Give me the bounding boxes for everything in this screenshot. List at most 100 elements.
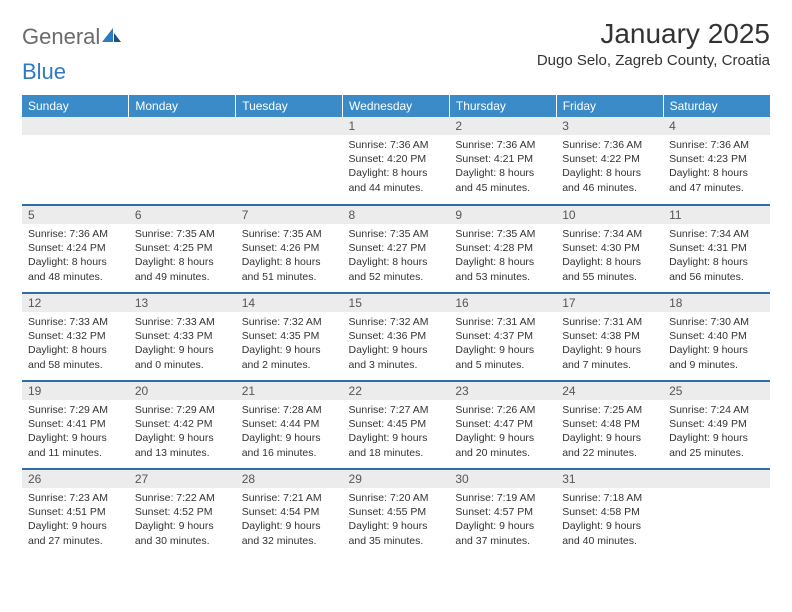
day-number xyxy=(129,117,236,135)
day-number xyxy=(22,117,129,135)
day-detail-line: Sunrise: 7:33 AM xyxy=(135,315,230,329)
calendar-table: SundayMondayTuesdayWednesdayThursdayFrid… xyxy=(22,95,770,557)
day-detail-line: and 5 minutes. xyxy=(455,358,550,372)
day-details: Sunrise: 7:25 AMSunset: 4:48 PMDaylight:… xyxy=(556,400,663,464)
day-details: Sunrise: 7:36 AMSunset: 4:24 PMDaylight:… xyxy=(22,224,129,288)
day-detail-line: Sunrise: 7:34 AM xyxy=(669,227,764,241)
calendar-day: 5Sunrise: 7:36 AMSunset: 4:24 PMDaylight… xyxy=(22,205,129,293)
day-detail-line: Daylight: 8 hours xyxy=(562,255,657,269)
day-detail-line: Daylight: 9 hours xyxy=(669,431,764,445)
day-detail-line: Sunset: 4:21 PM xyxy=(455,152,550,166)
day-detail-line: Sunrise: 7:18 AM xyxy=(562,491,657,505)
day-detail-line: Daylight: 9 hours xyxy=(242,343,337,357)
day-header: Thursday xyxy=(449,95,556,117)
day-detail-line: Sunset: 4:26 PM xyxy=(242,241,337,255)
calendar-day: 19Sunrise: 7:29 AMSunset: 4:41 PMDayligh… xyxy=(22,381,129,469)
day-number: 29 xyxy=(343,470,450,488)
day-number: 25 xyxy=(663,382,770,400)
calendar-day xyxy=(22,117,129,205)
day-detail-line: Daylight: 8 hours xyxy=(455,166,550,180)
day-header: Monday xyxy=(129,95,236,117)
day-detail-line: Daylight: 8 hours xyxy=(669,166,764,180)
day-details: Sunrise: 7:35 AMSunset: 4:28 PMDaylight:… xyxy=(449,224,556,288)
calendar-day: 16 Sunrise: 7:31 AMSunset: 4:37 PMDayligh… xyxy=(449,293,556,381)
day-details: Sunrise: 7:36 AMSunset: 4:21 PMDaylight:… xyxy=(449,135,556,199)
calendar-day: 10Sunrise: 7:34 AMSunset: 4:30 PMDayligh… xyxy=(556,205,663,293)
day-number: 4 xyxy=(663,117,770,135)
day-detail-line: Sunset: 4:44 PM xyxy=(242,417,337,431)
day-number: 22 xyxy=(343,382,450,400)
day-detail-line: Sunrise: 7:34 AM xyxy=(562,227,657,241)
calendar-day: 31Sunrise: 7:18 AMSunset: 4:58 PMDayligh… xyxy=(556,469,663,557)
day-details: Sunrise: 7:20 AMSunset: 4:55 PMDaylight:… xyxy=(343,488,450,552)
day-details: Sunrise: 7:24 AMSunset: 4:49 PMDaylight:… xyxy=(663,400,770,464)
day-detail-line: and 7 minutes. xyxy=(562,358,657,372)
day-detail-line: and 55 minutes. xyxy=(562,270,657,284)
day-detail-line: Sunset: 4:47 PM xyxy=(455,417,550,431)
day-detail-line: Sunrise: 7:30 AM xyxy=(669,315,764,329)
day-number: 11 xyxy=(663,206,770,224)
day-number: 23 xyxy=(449,382,556,400)
day-number: 26 xyxy=(22,470,129,488)
day-detail-line: Daylight: 9 hours xyxy=(562,343,657,357)
day-details: Sunrise: 7:19 AMSunset: 4:57 PMDaylight:… xyxy=(449,488,556,552)
day-number: 10 xyxy=(556,206,663,224)
day-detail-line: Sunrise: 7:22 AM xyxy=(135,491,230,505)
day-number: 16 xyxy=(449,294,556,312)
day-detail-line: Daylight: 9 hours xyxy=(28,519,123,533)
day-detail-line: and 45 minutes. xyxy=(455,181,550,195)
day-detail-line: Sunset: 4:41 PM xyxy=(28,417,123,431)
calendar-day: 8Sunrise: 7:35 AMSunset: 4:27 PMDaylight… xyxy=(343,205,450,293)
day-detail-line: and 30 minutes. xyxy=(135,534,230,548)
calendar-day xyxy=(129,117,236,205)
day-header: Wednesday xyxy=(343,95,450,117)
calendar-day: 20Sunrise: 7:29 AMSunset: 4:42 PMDayligh… xyxy=(129,381,236,469)
day-detail-line: Sunrise: 7:27 AM xyxy=(349,403,444,417)
day-detail-line: Sunrise: 7:29 AM xyxy=(28,403,123,417)
day-number: 15 xyxy=(343,294,450,312)
day-detail-line: Sunrise: 7:23 AM xyxy=(28,491,123,505)
day-detail-line: Daylight: 9 hours xyxy=(455,343,550,357)
day-details: Sunrise: 7:21 AMSunset: 4:54 PMDaylight:… xyxy=(236,488,343,552)
day-detail-line: Daylight: 9 hours xyxy=(135,519,230,533)
calendar-day: 2Sunrise: 7:36 AMSunset: 4:21 PMDaylight… xyxy=(449,117,556,205)
day-number: 27 xyxy=(129,470,236,488)
day-detail-line: and 46 minutes. xyxy=(562,181,657,195)
day-detail-line: Sunset: 4:38 PM xyxy=(562,329,657,343)
day-number: 5 xyxy=(22,206,129,224)
day-detail-line: and 2 minutes. xyxy=(242,358,337,372)
day-detail-line: Sunrise: 7:31 AM xyxy=(455,315,550,329)
day-detail-line: and 0 minutes. xyxy=(135,358,230,372)
day-detail-line: Sunset: 4:58 PM xyxy=(562,505,657,519)
logo-text-b: Blue xyxy=(22,59,66,85)
day-detail-line: Sunset: 4:42 PM xyxy=(135,417,230,431)
location: Dugo Selo, Zagreb County, Croatia xyxy=(537,52,770,69)
day-detail-line: Sunset: 4:25 PM xyxy=(135,241,230,255)
day-detail-line: Sunset: 4:22 PM xyxy=(562,152,657,166)
day-details: Sunrise: 7:22 AMSunset: 4:52 PMDaylight:… xyxy=(129,488,236,552)
day-number: 21 xyxy=(236,382,343,400)
day-detail-line: Daylight: 8 hours xyxy=(349,166,444,180)
calendar-day: 25Sunrise: 7:24 AMSunset: 4:49 PMDayligh… xyxy=(663,381,770,469)
day-detail-line: Sunset: 4:55 PM xyxy=(349,505,444,519)
day-detail-line: and 27 minutes. xyxy=(28,534,123,548)
calendar-day: 24Sunrise: 7:25 AMSunset: 4:48 PMDayligh… xyxy=(556,381,663,469)
day-detail-line: Sunset: 4:37 PM xyxy=(455,329,550,343)
day-detail-line: Daylight: 8 hours xyxy=(135,255,230,269)
day-detail-line: Sunset: 4:24 PM xyxy=(28,241,123,255)
calendar-day: 27Sunrise: 7:22 AMSunset: 4:52 PMDayligh… xyxy=(129,469,236,557)
calendar-head: SundayMondayTuesdayWednesdayThursdayFrid… xyxy=(22,95,770,117)
day-detail-line: Sunset: 4:27 PM xyxy=(349,241,444,255)
day-detail-line: and 40 minutes. xyxy=(562,534,657,548)
day-details: Sunrise: 7:32 AMSunset: 4:35 PMDaylight:… xyxy=(236,312,343,376)
calendar-day: 18Sunrise: 7:30 AMSunset: 4:40 PMDayligh… xyxy=(663,293,770,381)
day-number: 18 xyxy=(663,294,770,312)
day-detail-line: Sunset: 4:23 PM xyxy=(669,152,764,166)
calendar-day: 23Sunrise: 7:26 AMSunset: 4:47 PMDayligh… xyxy=(449,381,556,469)
month-title: January 2025 xyxy=(537,18,770,50)
calendar-day: 30Sunrise: 7:19 AMSunset: 4:57 PMDayligh… xyxy=(449,469,556,557)
day-detail-line: and 48 minutes. xyxy=(28,270,123,284)
day-detail-line: Daylight: 8 hours xyxy=(28,255,123,269)
day-details: Sunrise: 7:27 AMSunset: 4:45 PMDaylight:… xyxy=(343,400,450,464)
day-detail-line: Sunset: 4:31 PM xyxy=(669,241,764,255)
